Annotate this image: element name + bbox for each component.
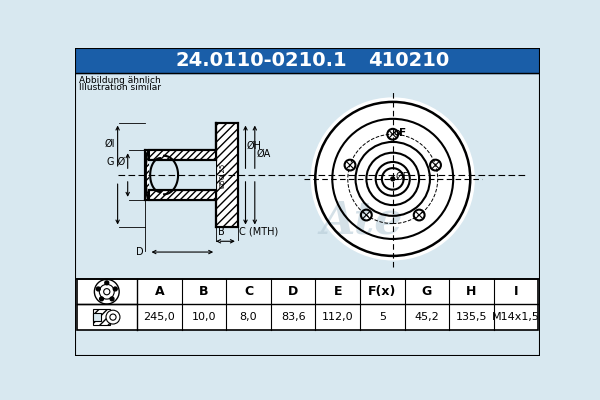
Text: Abbildung ähnlich: Abbildung ähnlich (79, 76, 161, 86)
Text: 245,0: 245,0 (143, 312, 175, 322)
Text: 5: 5 (379, 312, 386, 322)
Text: H: H (466, 285, 477, 298)
Text: D: D (136, 247, 143, 257)
Bar (216, 123, 238, 228)
Text: Ø50,25: Ø50,25 (219, 162, 226, 188)
Bar (77, 279, 538, 330)
Bar (93, 310, 110, 325)
Text: G: G (422, 285, 432, 298)
Circle shape (106, 310, 120, 324)
Text: 112,0: 112,0 (322, 312, 353, 322)
Text: A: A (154, 285, 164, 298)
Text: F(x): F(x) (368, 285, 397, 298)
Circle shape (311, 98, 474, 260)
Text: C: C (244, 285, 253, 298)
Text: I: I (514, 285, 518, 298)
Text: Illustration similar: Illustration similar (79, 84, 161, 92)
Text: 45,2: 45,2 (415, 312, 439, 322)
Circle shape (110, 297, 114, 301)
Text: 410210: 410210 (368, 51, 449, 70)
Text: C (MTH): C (MTH) (239, 227, 278, 237)
Text: Ate: Ate (320, 200, 403, 243)
Text: D: D (288, 285, 298, 298)
Bar (149, 150, 216, 160)
Bar (149, 190, 216, 200)
Circle shape (113, 287, 117, 291)
Text: ØH: ØH (247, 141, 262, 151)
Text: G Ø: G Ø (107, 156, 125, 166)
Text: B: B (199, 285, 209, 298)
Text: 8,0: 8,0 (240, 312, 257, 322)
Bar (75, 48, 540, 73)
Circle shape (100, 297, 103, 301)
Text: 24.0110-0210.1: 24.0110-0210.1 (175, 51, 347, 70)
Text: 10,0: 10,0 (191, 312, 216, 322)
Text: ØA: ØA (256, 149, 271, 159)
Text: 83,6: 83,6 (281, 312, 305, 322)
Text: E: E (334, 285, 342, 298)
Text: M14x1,5: M14x1,5 (492, 312, 540, 322)
Text: B: B (218, 227, 224, 237)
Circle shape (391, 177, 395, 181)
Circle shape (105, 281, 109, 285)
Circle shape (97, 287, 100, 291)
Circle shape (110, 314, 116, 320)
Bar (149, 160, 216, 190)
Text: 135,5: 135,5 (456, 312, 487, 322)
Bar (93, 313, 101, 321)
Text: ØI: ØI (105, 139, 115, 149)
Bar (145, 150, 216, 200)
Text: F: F (399, 128, 406, 138)
Text: ØE: ØE (396, 172, 410, 182)
